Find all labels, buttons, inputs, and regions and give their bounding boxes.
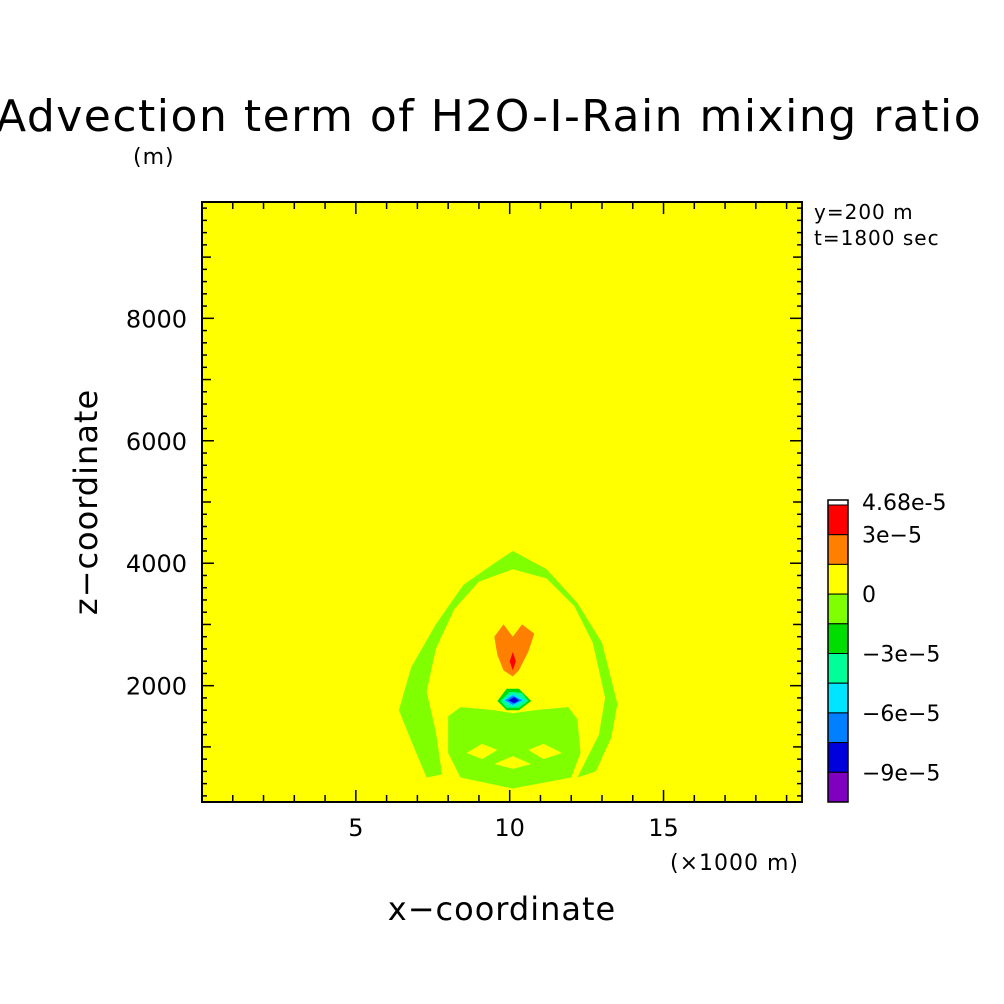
- colorbar-frame: [827, 499, 849, 803]
- x-tick-label: 5: [348, 814, 363, 842]
- y-axis-label: z−coordinate: [67, 389, 105, 615]
- colorbar-swatch: [827, 771, 849, 803]
- colorbar-swatch: [827, 534, 849, 565]
- y-tick-label: 8000: [126, 305, 187, 333]
- colorbar-swatch: [827, 504, 849, 536]
- x-tick-label: 15: [648, 814, 679, 842]
- contour-positive-lobe: [494, 624, 535, 677]
- annotation-text: t=1800 sec: [814, 226, 940, 250]
- colorbar-max-label: 4.68e-5: [862, 491, 946, 516]
- contour-lower-block: [448, 707, 581, 789]
- colorbar-swatch: [827, 623, 849, 654]
- annotations: y=200 mt=1800 sec: [814, 200, 940, 250]
- colorbar-swatch: [827, 653, 849, 684]
- title-units: (m): [133, 145, 175, 170]
- colorbar-swatch: [827, 742, 849, 773]
- y-tick-label: 2000: [126, 673, 187, 701]
- contour-lower-cavity: [528, 743, 562, 760]
- contour-lower-cavity: [466, 743, 498, 760]
- colorbar-swatch: [827, 712, 849, 744]
- plot-frame: [201, 201, 803, 803]
- colorbar-tick-label: 0: [862, 583, 876, 608]
- colorbar-swatch: [827, 593, 849, 625]
- x-axis-label: x−coordinate: [388, 890, 616, 928]
- annotation-text: y=200 m: [814, 200, 914, 224]
- colorbar-tick-label: −6e−5: [862, 702, 940, 727]
- colorbar: 4.68e-5 3e−5 0 −3e−5 −6e−5 −9e−5: [827, 491, 946, 803]
- contour-negative-core: [508, 697, 519, 704]
- colorbar-tick-label: −9e−5: [862, 761, 940, 786]
- contour-positive-core: [509, 652, 516, 671]
- y-tick-label: 6000: [126, 428, 187, 456]
- chart-title: Advection term of H2O-I-Rain mixing rati…: [0, 91, 982, 142]
- y-tick-label: 4000: [126, 550, 187, 578]
- x-axis-units: (×1000 m): [670, 851, 799, 876]
- colorbar-tick-label: 3e−5: [862, 524, 922, 549]
- plot-area: 5 10 15 2000 4000 6000 8000: [126, 201, 803, 842]
- colorbar-swatch: [827, 563, 849, 595]
- contour-lower-cavity: [494, 756, 532, 769]
- colorbar-swatch: [827, 682, 849, 714]
- x-tick-label: 10: [494, 814, 525, 842]
- colorbar-tick-label: −3e−5: [862, 643, 940, 668]
- contour-arch: [398, 551, 618, 778]
